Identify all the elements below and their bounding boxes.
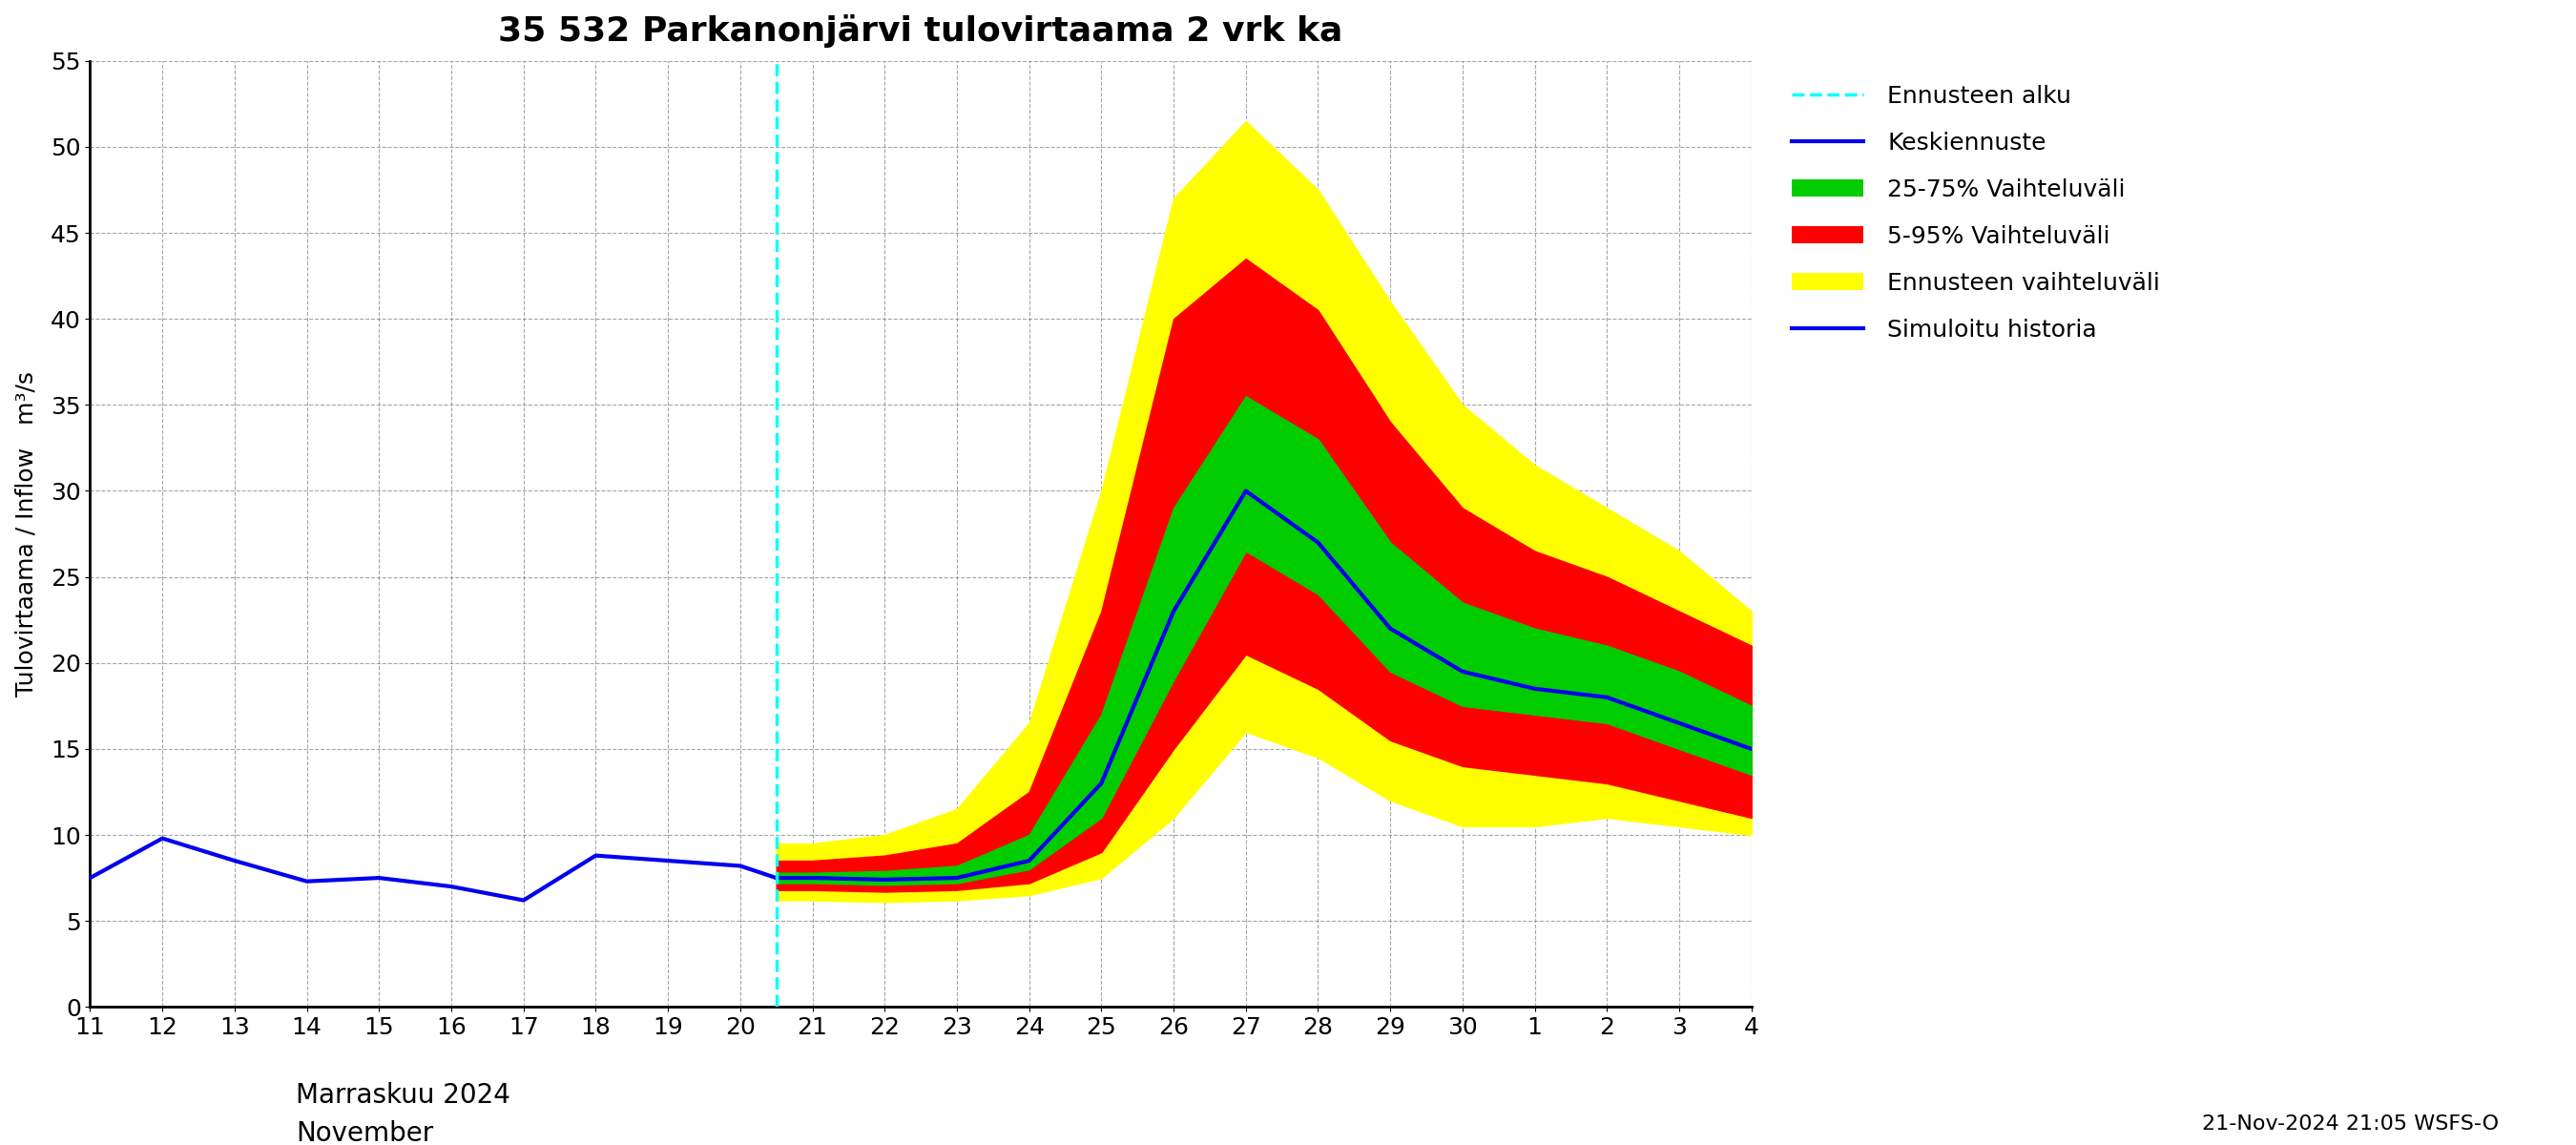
Text: November: November — [296, 1120, 433, 1145]
Title: 35 532 Parkanonjärvi tulovirtaama 2 vrk ka: 35 532 Parkanonjärvi tulovirtaama 2 vrk … — [497, 14, 1342, 48]
Text: Marraskuu 2024: Marraskuu 2024 — [296, 1082, 510, 1108]
Legend: Ennusteen alku, Keskiennuste, 25-75% Vaihteluväli, 5-95% Vaihteluväli, Ennusteen: Ennusteen alku, Keskiennuste, 25-75% Vai… — [1780, 73, 2172, 354]
Text: 21-Nov-2024 21:05 WSFS-O: 21-Nov-2024 21:05 WSFS-O — [2202, 1114, 2499, 1134]
Y-axis label: Tulovirtaama / Inflow   m³/s: Tulovirtaama / Inflow m³/s — [15, 371, 36, 696]
